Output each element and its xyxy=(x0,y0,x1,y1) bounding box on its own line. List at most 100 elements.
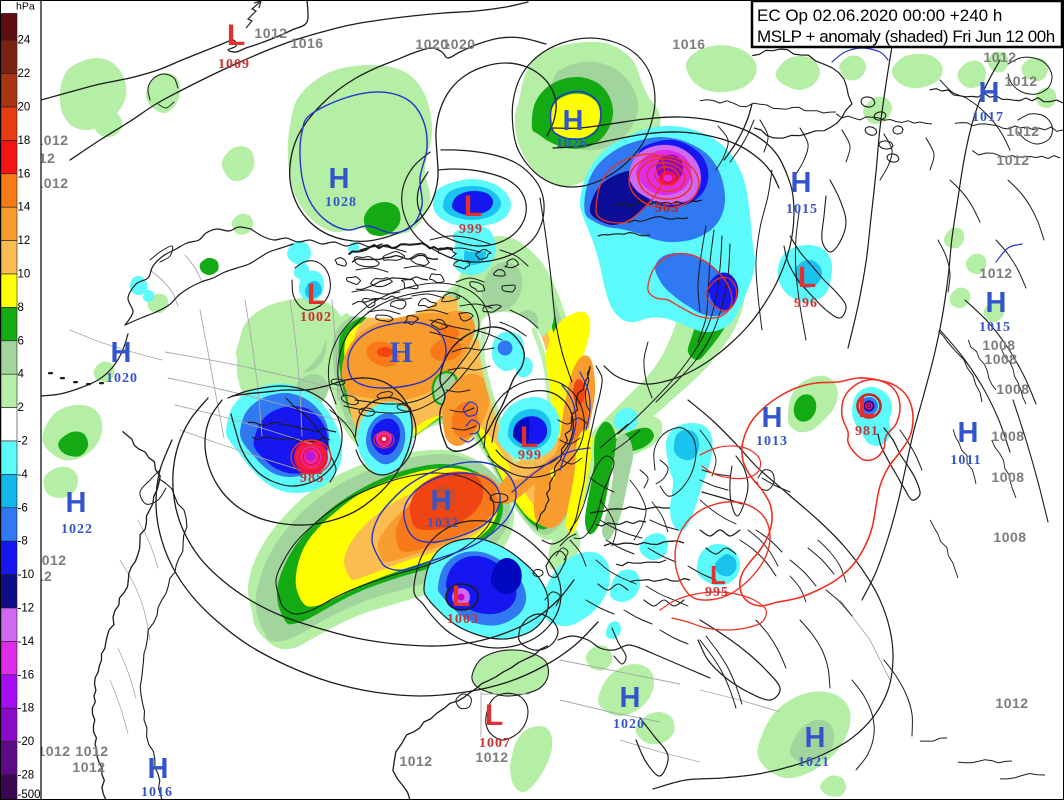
svg-text:L: L xyxy=(464,190,482,223)
svg-text:L: L xyxy=(227,19,245,52)
svg-text:10: 10 xyxy=(18,269,31,281)
svg-text:1020: 1020 xyxy=(106,371,138,386)
svg-text:H: H xyxy=(66,487,87,519)
svg-text:-500: -500 xyxy=(18,789,41,800)
svg-text:H: H xyxy=(805,722,826,754)
svg-text:1028: 1028 xyxy=(325,195,357,210)
svg-text:12: 12 xyxy=(18,235,31,247)
svg-text:1012: 1012 xyxy=(983,49,1016,65)
svg-text:1016: 1016 xyxy=(672,36,705,52)
svg-text:L: L xyxy=(858,391,876,424)
svg-text:8: 8 xyxy=(18,302,24,314)
svg-text:1003: 1003 xyxy=(447,612,479,627)
svg-text:-2: -2 xyxy=(18,436,28,448)
svg-text:14: 14 xyxy=(18,202,31,214)
svg-text:H: H xyxy=(979,77,1000,109)
svg-text:1022: 1022 xyxy=(61,522,93,537)
svg-text:20: 20 xyxy=(18,102,31,114)
svg-text:L: L xyxy=(710,560,726,590)
svg-text:H: H xyxy=(958,417,979,449)
svg-text:-14: -14 xyxy=(18,636,35,648)
svg-text:981: 981 xyxy=(855,424,879,439)
svg-text:H: H xyxy=(431,485,452,517)
svg-text:1012: 1012 xyxy=(979,265,1012,281)
svg-text:H: H xyxy=(111,337,132,369)
svg-text:1012: 1012 xyxy=(475,749,508,765)
svg-text:24: 24 xyxy=(18,35,31,47)
svg-text:1015: 1015 xyxy=(979,320,1011,335)
svg-text:L: L xyxy=(452,580,470,613)
svg-text:-18: -18 xyxy=(18,703,35,715)
svg-text:hPa: hPa xyxy=(16,1,35,13)
svg-text:1012: 1012 xyxy=(72,759,105,775)
svg-text:-4: -4 xyxy=(18,469,29,481)
svg-text:1017: 1017 xyxy=(972,110,1004,125)
svg-text:H: H xyxy=(329,163,350,195)
svg-text:L: L xyxy=(520,421,538,454)
svg-text:2: 2 xyxy=(18,402,24,414)
svg-text:1016: 1016 xyxy=(290,35,323,51)
svg-text:1026: 1026 xyxy=(556,136,588,151)
svg-text:H: H xyxy=(563,105,584,137)
svg-text:1020: 1020 xyxy=(613,717,645,732)
svg-text:1012: 1012 xyxy=(35,132,68,148)
svg-text:985: 985 xyxy=(300,470,325,486)
svg-text:1009: 1009 xyxy=(218,57,250,72)
svg-text:H: H xyxy=(986,287,1007,319)
svg-text:1007: 1007 xyxy=(479,736,511,751)
svg-text:1008: 1008 xyxy=(984,351,1017,367)
svg-text:H: H xyxy=(791,167,812,199)
svg-text:963: 963 xyxy=(655,200,680,216)
svg-text:1012: 1012 xyxy=(254,25,287,41)
svg-text:-16: -16 xyxy=(18,669,35,681)
svg-text:1008: 1008 xyxy=(982,337,1015,353)
svg-text:1011: 1011 xyxy=(950,453,981,468)
svg-text:1002: 1002 xyxy=(300,310,332,325)
svg-text:22: 22 xyxy=(18,68,31,80)
svg-text:4: 4 xyxy=(18,369,25,381)
svg-text:1008: 1008 xyxy=(991,428,1024,444)
svg-text:MSLP + anomaly (shaded) Fri Ju: MSLP + anomaly (shaded) Fri Jun 12 00h xyxy=(757,27,1055,46)
svg-text:1015: 1015 xyxy=(786,202,818,217)
svg-text:6: 6 xyxy=(18,335,24,347)
svg-text:1008: 1008 xyxy=(991,469,1024,485)
svg-text:-6: -6 xyxy=(18,502,28,514)
svg-text:L: L xyxy=(485,699,503,732)
svg-text:999: 999 xyxy=(518,448,542,463)
svg-text:995: 995 xyxy=(705,585,729,600)
svg-text:1012: 1012 xyxy=(996,152,1029,168)
svg-text:H: H xyxy=(148,753,169,785)
svg-text:1013: 1013 xyxy=(756,434,788,449)
svg-text:1016: 1016 xyxy=(141,785,173,800)
svg-text:1012: 1012 xyxy=(1006,123,1039,139)
svg-text:-10: -10 xyxy=(18,569,35,581)
svg-text:1012: 1012 xyxy=(399,753,432,769)
svg-text:1020: 1020 xyxy=(442,36,475,52)
svg-text:H: H xyxy=(762,402,783,434)
svg-text:H: H xyxy=(389,336,412,369)
svg-text:12: 12 xyxy=(39,150,56,166)
svg-text:1012: 1012 xyxy=(33,552,66,568)
svg-text:1032: 1032 xyxy=(427,516,459,531)
svg-text:1012: 1012 xyxy=(35,175,68,191)
svg-text:1008: 1008 xyxy=(996,381,1029,397)
svg-text:12: 12 xyxy=(36,568,53,584)
svg-text:999: 999 xyxy=(459,222,483,237)
svg-text:1012: 1012 xyxy=(75,743,108,759)
svg-text:-12: -12 xyxy=(18,603,35,615)
svg-text:-8: -8 xyxy=(18,536,28,548)
svg-text:EC Op 02.06.2020 00:00 +240 h: EC Op 02.06.2020 00:00 +240 h xyxy=(757,6,1002,25)
svg-text:-20: -20 xyxy=(18,736,35,748)
svg-text:-28: -28 xyxy=(18,770,35,782)
svg-text:1012: 1012 xyxy=(37,743,70,759)
svg-text:18: 18 xyxy=(18,135,31,147)
svg-text:H: H xyxy=(620,682,641,714)
svg-text:1008: 1008 xyxy=(993,529,1026,545)
svg-text:1021: 1021 xyxy=(798,755,830,770)
svg-text:996: 996 xyxy=(794,296,818,311)
svg-text:16: 16 xyxy=(18,168,31,180)
svg-text:L: L xyxy=(307,278,325,311)
svg-text:L: L xyxy=(798,261,816,294)
svg-text:1012: 1012 xyxy=(1004,73,1037,89)
svg-text:1012: 1012 xyxy=(995,695,1028,711)
